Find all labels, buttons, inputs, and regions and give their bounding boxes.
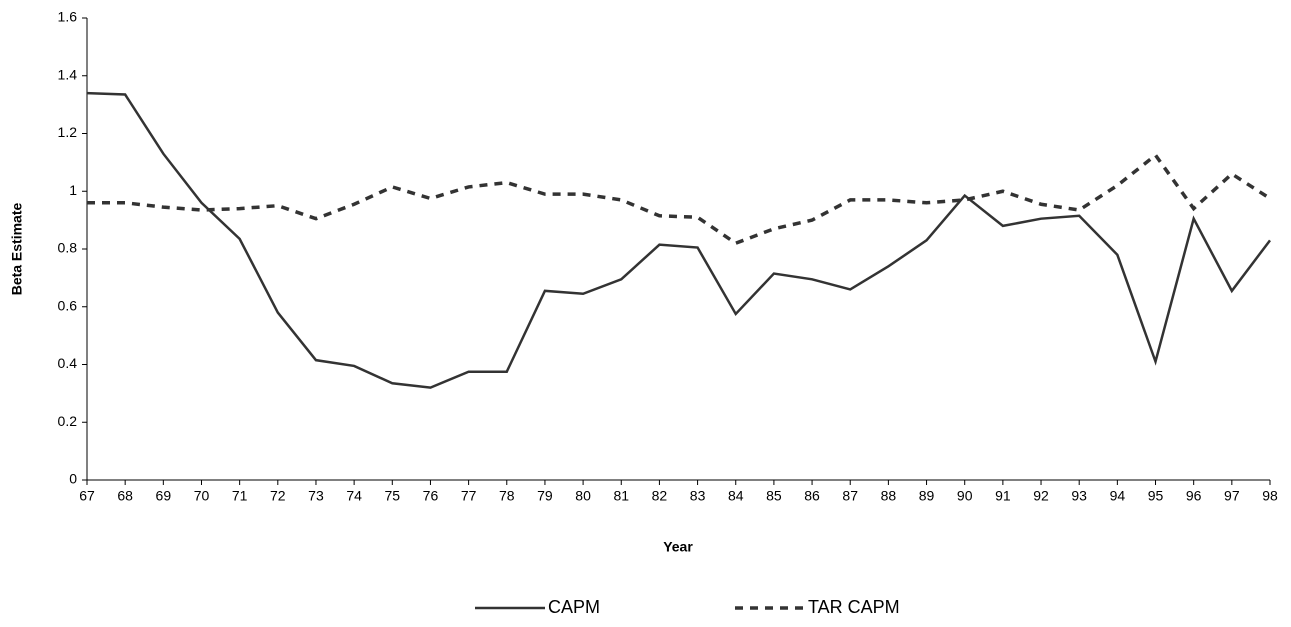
x-axis-label: Year [663, 539, 693, 555]
x-tick-label: 96 [1186, 488, 1202, 504]
x-tick-label: 97 [1224, 488, 1240, 504]
x-tick-label: 77 [461, 488, 477, 504]
y-tick-label: 0.2 [58, 413, 78, 429]
x-tick-label: 73 [308, 488, 324, 504]
x-tick-label: 67 [79, 488, 95, 504]
line-series [86, 91, 1271, 389]
x-tick-label: 98 [1262, 488, 1278, 504]
y-tick-label: 1 [69, 182, 77, 198]
x-tick-label: 90 [957, 488, 973, 504]
x-tick-label: 76 [423, 488, 439, 504]
y-tick-label: 0.8 [58, 240, 78, 256]
y-tick-label: 1.6 [58, 9, 78, 25]
y-tick-label: 1.2 [58, 124, 78, 140]
legend-label: CAPM [548, 597, 600, 617]
x-tick-label: 86 [804, 488, 820, 504]
x-tick-label: 72 [270, 488, 286, 504]
x-tick-label: 84 [728, 488, 744, 504]
y-tick-label: 0.4 [58, 355, 78, 371]
y-tick-label: 1.4 [58, 66, 78, 82]
y-axis-label: Beta Estimate [9, 202, 25, 295]
x-tick-label: 70 [194, 488, 210, 504]
x-tick-label: 88 [881, 488, 897, 504]
x-tick-label: 82 [652, 488, 668, 504]
x-tick-label: 95 [1148, 488, 1164, 504]
y-tick-label: 0 [69, 471, 77, 487]
x-tick-label: 91 [995, 488, 1011, 504]
x-tick-label: 85 [766, 488, 782, 504]
x-tick-label: 94 [1110, 488, 1126, 504]
x-tick-label: 93 [1071, 488, 1087, 504]
x-tick-label: 75 [385, 488, 401, 504]
x-tick-label: 89 [919, 488, 935, 504]
y-tick-label: 0.6 [58, 297, 78, 313]
x-tick-label: 74 [346, 488, 362, 504]
x-tick-label: 80 [575, 488, 591, 504]
x-tick-label: 83 [690, 488, 706, 504]
x-tick-label: 87 [842, 488, 858, 504]
x-tick-label: 69 [156, 488, 172, 504]
legend-label: TAR CAPM [808, 597, 900, 617]
x-tick-label: 92 [1033, 488, 1049, 504]
x-tick-label: 81 [613, 488, 629, 504]
x-tick-label: 78 [499, 488, 515, 504]
x-tick-label: 79 [537, 488, 553, 504]
line-series [87, 152, 1271, 246]
x-tick-label: 68 [117, 488, 133, 504]
x-tick-label: 71 [232, 488, 248, 504]
